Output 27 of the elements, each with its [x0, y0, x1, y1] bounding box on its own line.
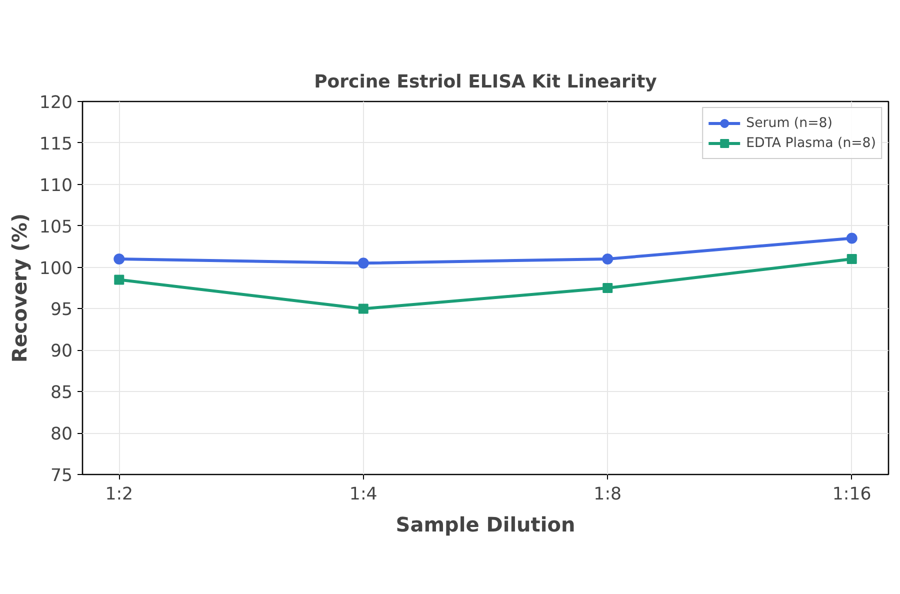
- y-tick-label: 105: [39, 217, 73, 238]
- y-tick-label: 90: [50, 342, 73, 362]
- point: [846, 232, 858, 244]
- point: [114, 254, 125, 264]
- y-tick-label: 80: [50, 424, 73, 445]
- point: [114, 274, 124, 285]
- point: [602, 283, 613, 293]
- y-tick-label: 110: [39, 176, 73, 196]
- legend-label: EDTA Plasma (n=8): [746, 136, 876, 150]
- x-tick-label: 1:4: [349, 484, 378, 504]
- point: [358, 304, 368, 314]
- y-tick-label: 95: [50, 300, 73, 320]
- point: [358, 258, 369, 269]
- y-axis-title: Recovery (%): [7, 213, 32, 363]
- y-tick-label: 85: [50, 383, 73, 404]
- legend-label: Serum (n=8): [746, 116, 832, 130]
- x-tick-label: 1:16: [832, 484, 872, 504]
- point: [602, 254, 614, 264]
- x-tick-label: 1:8: [594, 484, 622, 504]
- point: [846, 254, 857, 264]
- x-axis-title: Sample Dilution: [396, 512, 576, 536]
- y-tick-label: 120: [39, 93, 73, 113]
- chart-title: Porcine Estriol ELISA Kit Linearity: [314, 72, 658, 92]
- y-tick-label: 115: [39, 134, 73, 154]
- x-tick-label: 1:2: [105, 484, 134, 504]
- y-tick-label: 75: [50, 466, 73, 486]
- y-tick-label: 100: [39, 258, 73, 279]
